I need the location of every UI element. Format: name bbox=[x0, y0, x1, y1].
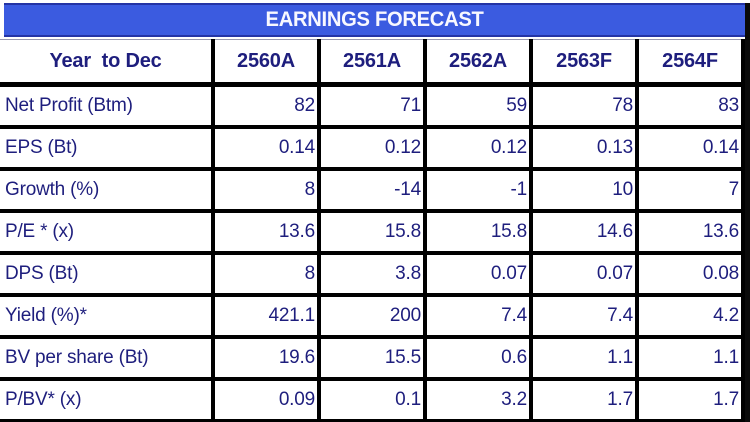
value-cell: 421.1 bbox=[211, 293, 321, 339]
value-cell: -14 bbox=[317, 167, 427, 213]
value-cell: 7.4 bbox=[529, 293, 639, 339]
value-cell: 10 bbox=[529, 167, 639, 213]
value-cell: 3.8 bbox=[317, 251, 427, 297]
row-label: BV per share (Bt) bbox=[0, 335, 215, 381]
column-header-year: 2564F bbox=[635, 39, 745, 87]
table-title: EARNINGS FORECAST bbox=[265, 8, 484, 31]
table-body: Net Profit (Btm) 82 71 59 78 83 EPS (Bt) 0.14 0.… bbox=[0, 82, 745, 422]
table-row: P/BV* (x) 0.09 0.1 3.2 1.7 1.7 bbox=[0, 377, 745, 422]
value-cell: 83 bbox=[635, 82, 745, 129]
table-row: Growth (%) 8 -14 -1 10 7 bbox=[0, 167, 745, 213]
value-cell: 14.6 bbox=[529, 209, 639, 255]
table-row: BV per share (Bt) 19.6 15.5 0.6 1.1 1.1 bbox=[0, 335, 745, 381]
column-header-year: 2562A bbox=[423, 39, 533, 87]
value-cell: 0.09 bbox=[211, 377, 321, 422]
value-cell: 0.07 bbox=[529, 251, 639, 297]
value-cell: 71 bbox=[317, 82, 427, 129]
table-header-row: Year to Dec 2560A 2561A 2562A 2563F 2564F bbox=[0, 39, 745, 87]
row-label: P/BV* (x) bbox=[0, 377, 215, 422]
value-cell: 15.8 bbox=[423, 209, 533, 255]
earnings-forecast-table: Year to Dec 2560A 2561A 2562A 2563F 2564F Net… bbox=[0, 39, 745, 422]
earnings-forecast-panel: EARNINGS FORECAST Year to Dec 2560A 2561A 2… bbox=[0, 3, 750, 422]
table-row: DPS (Bt) 8 3.8 0.07 0.07 0.08 bbox=[0, 251, 745, 297]
value-cell: 8 bbox=[211, 167, 321, 213]
value-cell: 0.14 bbox=[211, 125, 321, 171]
value-cell: 0.08 bbox=[635, 251, 745, 297]
value-cell: 0.12 bbox=[423, 125, 533, 171]
value-cell: 13.6 bbox=[635, 209, 745, 255]
table-row: Net Profit (Btm) 82 71 59 78 83 bbox=[0, 82, 745, 129]
value-cell: 1.7 bbox=[635, 377, 745, 422]
value-cell: 3.2 bbox=[423, 377, 533, 422]
value-cell: 4.2 bbox=[635, 293, 745, 339]
column-header-year: 2563F bbox=[529, 39, 639, 87]
row-label: Yield (%)* bbox=[0, 293, 215, 339]
row-label: Growth (%) bbox=[0, 167, 215, 213]
column-header-metric: Year to Dec bbox=[0, 39, 215, 87]
column-header-year: 2560A bbox=[211, 39, 321, 87]
value-cell: 15.8 bbox=[317, 209, 427, 255]
value-cell: -1 bbox=[423, 167, 533, 213]
value-cell: 82 bbox=[211, 82, 321, 129]
row-label: EPS (Bt) bbox=[0, 125, 215, 171]
value-cell: 0.12 bbox=[317, 125, 427, 171]
table-row: EPS (Bt) 0.14 0.12 0.12 0.13 0.14 bbox=[0, 125, 745, 171]
table-row: P/E * (x) 13.6 15.8 15.8 14.6 13.6 bbox=[0, 209, 745, 255]
table-row: Yield (%)* 421.1 200 7.4 7.4 4.2 bbox=[0, 293, 745, 339]
value-cell: 8 bbox=[211, 251, 321, 297]
row-label: DPS (Bt) bbox=[0, 251, 215, 297]
value-cell: 1.7 bbox=[529, 377, 639, 422]
row-label: P/E * (x) bbox=[0, 209, 215, 255]
value-cell: 200 bbox=[317, 293, 427, 339]
value-cell: 0.1 bbox=[317, 377, 427, 422]
value-cell: 0.14 bbox=[635, 125, 745, 171]
value-cell: 0.13 bbox=[529, 125, 639, 171]
table-title-bar: EARNINGS FORECAST bbox=[4, 3, 745, 37]
value-cell: 7.4 bbox=[423, 293, 533, 339]
value-cell: 7 bbox=[635, 167, 745, 213]
value-cell: 1.1 bbox=[635, 335, 745, 381]
value-cell: 0.07 bbox=[423, 251, 533, 297]
column-header-year: 2561A bbox=[317, 39, 427, 87]
row-label: Net Profit (Btm) bbox=[0, 82, 215, 129]
value-cell: 59 bbox=[423, 82, 533, 129]
value-cell: 13.6 bbox=[211, 209, 321, 255]
value-cell: 0.6 bbox=[423, 335, 533, 381]
value-cell: 15.5 bbox=[317, 335, 427, 381]
value-cell: 1.1 bbox=[529, 335, 639, 381]
value-cell: 19.6 bbox=[211, 335, 321, 381]
value-cell: 78 bbox=[529, 82, 639, 129]
